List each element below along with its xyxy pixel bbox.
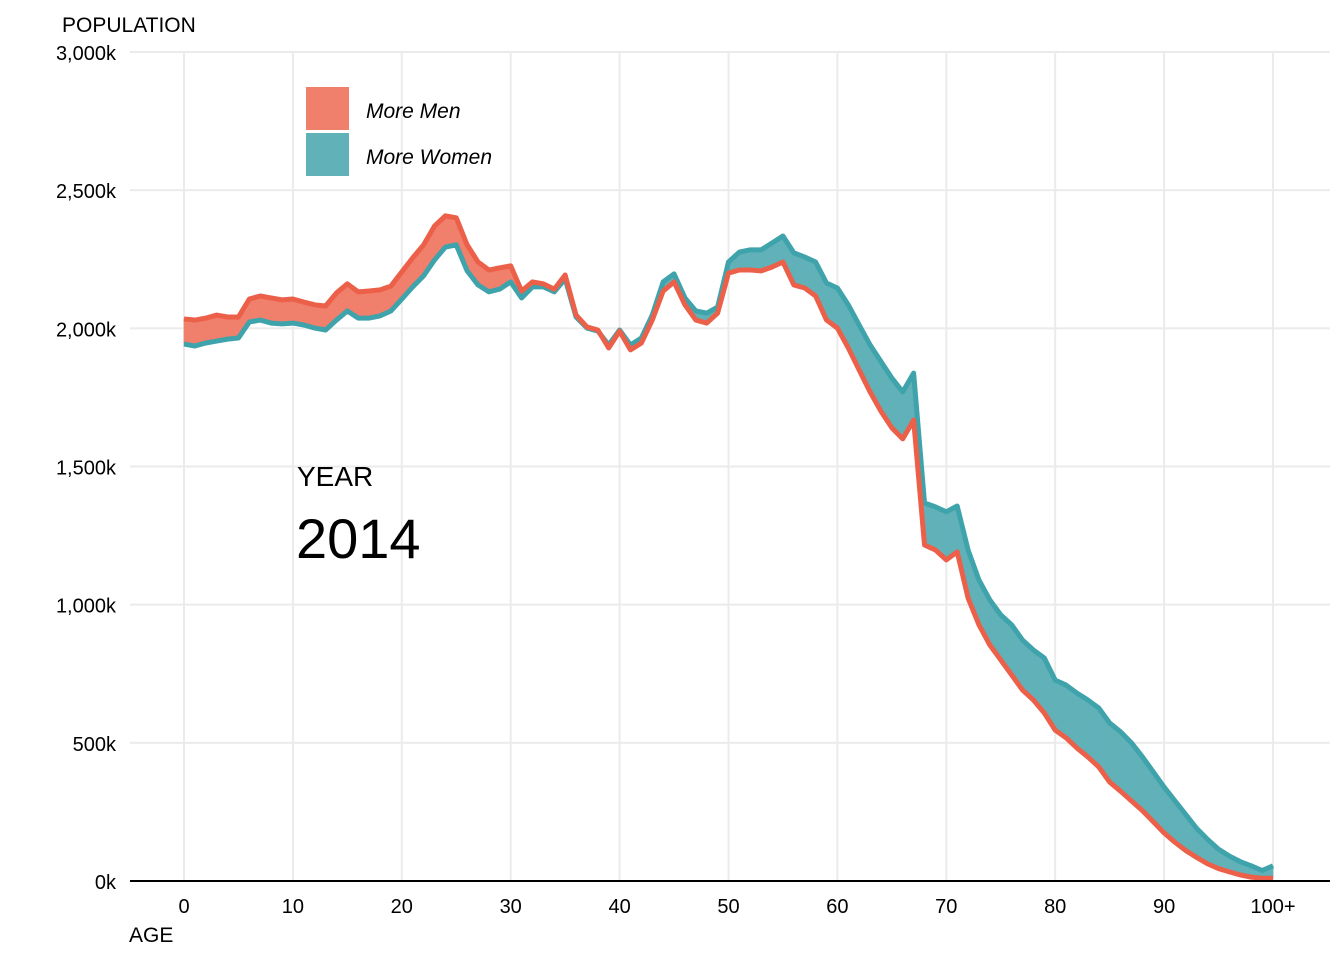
x-tick-label: 70 (935, 896, 957, 918)
y-tick-label: 3,000k (56, 43, 117, 65)
more-men-ribbon (445, 215, 457, 248)
x-tick-label: 20 (391, 896, 413, 918)
series-lines (183, 213, 1274, 881)
y-tick-label: 1,500k (56, 458, 117, 480)
more-men-ribbon (281, 298, 294, 325)
x-tick-label: 50 (717, 896, 739, 918)
x-tick-label: 40 (608, 896, 630, 918)
year-label: YEAR (297, 461, 373, 492)
y-tick-labels: 0k 500k 1,000k 1,500k 2,000k 2,500k 3,000k (56, 43, 117, 894)
x-tick-label: 100+ (1250, 896, 1295, 918)
x-tick-label: 30 (500, 896, 522, 918)
legend-swatch-more-women (306, 133, 349, 176)
y-tick-label: 2,500k (56, 181, 117, 203)
x-tick-label: 60 (826, 896, 848, 918)
y-tick-label: 1,000k (56, 596, 117, 618)
x-tick-label: 90 (1153, 896, 1175, 918)
women-line (183, 233, 1274, 873)
legend-swatch-more-men (306, 87, 349, 130)
y-tick-label: 0k (95, 872, 117, 894)
legend-label-more-women: More Women (366, 146, 492, 169)
y-axis-title: POPULATION (62, 14, 196, 37)
more-men-ribbon (357, 290, 370, 319)
x-tick-label: 10 (282, 896, 304, 918)
legend: More Men More Women (306, 87, 492, 176)
y-tick-label: 500k (73, 734, 117, 756)
year-value: 2014 (296, 507, 421, 570)
legend-label-more-men: More Men (366, 100, 461, 123)
x-tick-labels: 0 10 20 30 40 50 60 70 80 90 100+ (178, 896, 1295, 918)
gridlines (130, 51, 1330, 882)
x-tick-label: 80 (1044, 896, 1066, 918)
y-tick-label: 2,000k (56, 319, 117, 341)
x-axis-title: AGE (129, 924, 173, 947)
x-tick-label: 0 (178, 896, 189, 918)
men-line (183, 213, 1273, 881)
